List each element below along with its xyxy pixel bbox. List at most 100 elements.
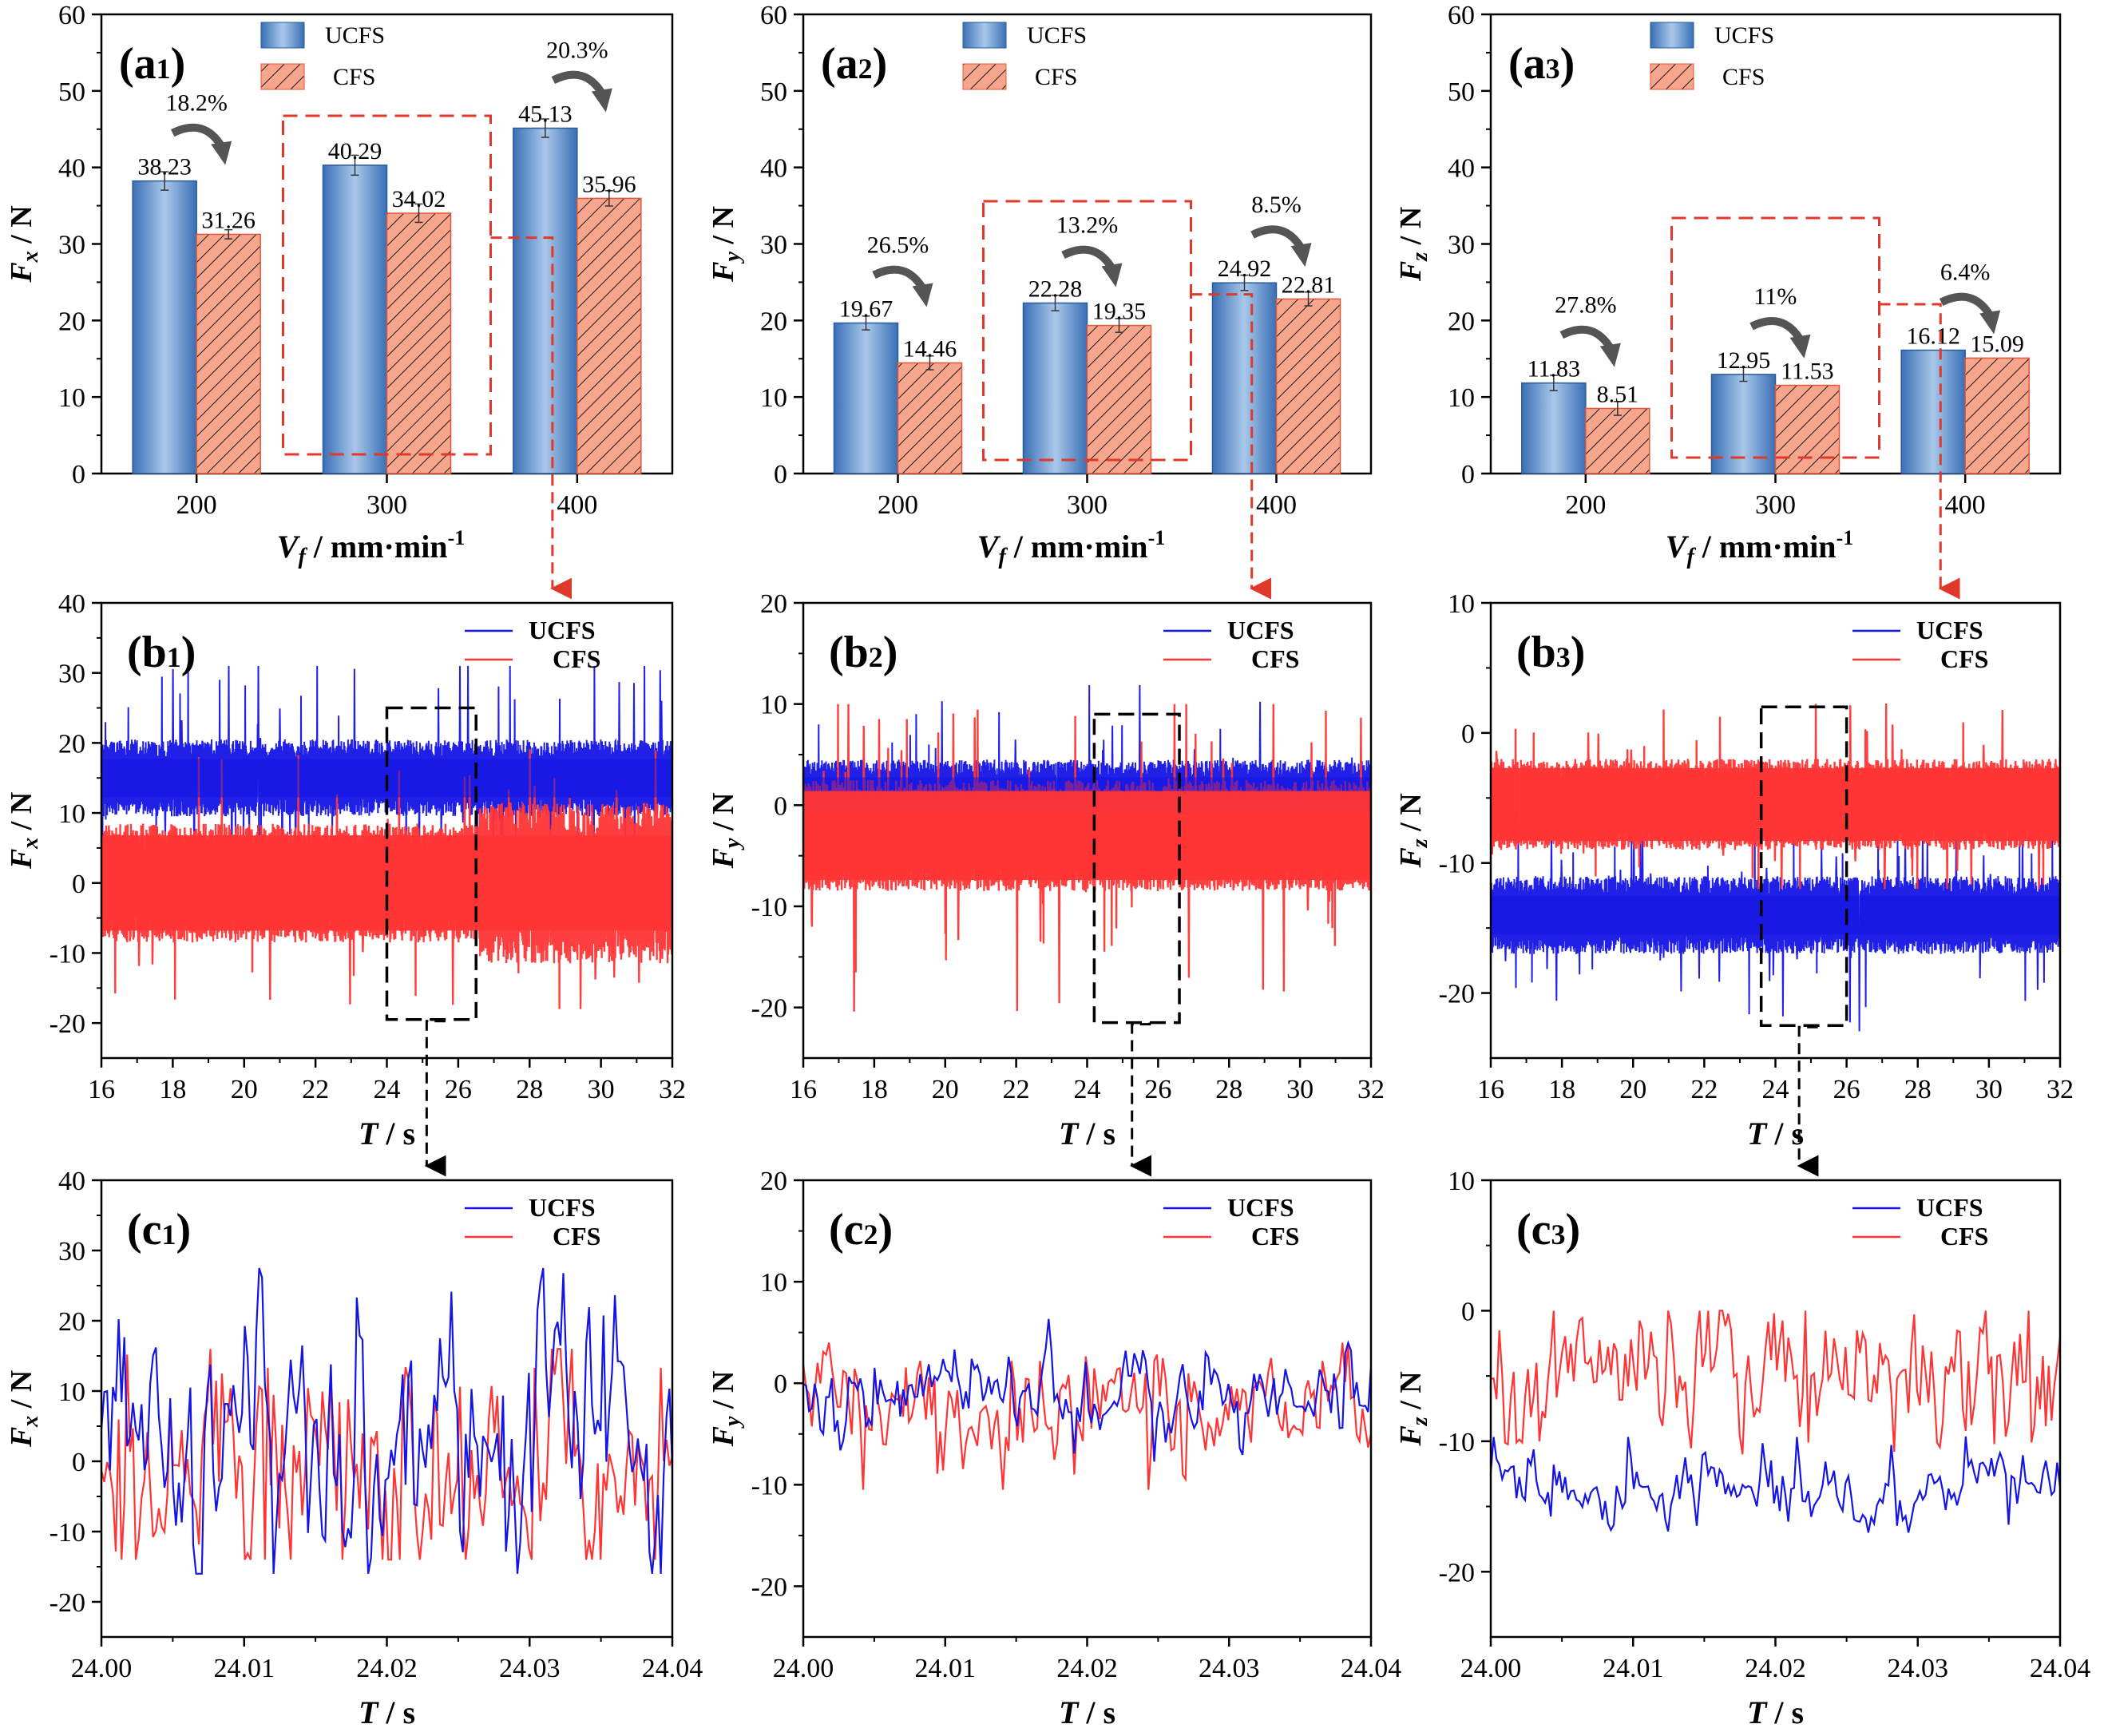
- curved-arrow-icon: [1061, 245, 1116, 272]
- plot-area: [803, 1318, 1371, 1490]
- legend-label-ucfs: UCFS: [1027, 22, 1087, 49]
- curved-arrow-head: [1789, 334, 1811, 359]
- y-tick-label: 60: [58, 1, 85, 30]
- x-tick-label: 24.01: [915, 1654, 977, 1683]
- x-axis-label-a1: Vf / mm·min-1: [277, 526, 465, 569]
- data-label-cfs: 15.09: [1970, 331, 2024, 357]
- y-tick-label: -20: [751, 1572, 787, 1602]
- y-tick-label: 50: [760, 77, 787, 107]
- x-tick-label: 24.00: [71, 1654, 133, 1683]
- y-axis-label-b3: Fz / N: [1394, 793, 1432, 868]
- bar-ucfs: [322, 164, 388, 474]
- label-part: 3: [1546, 53, 1560, 85]
- x-tick-label: 24.03: [1888, 1654, 1949, 1683]
- x-tick-label: 28: [516, 1075, 543, 1104]
- data-label-cfs: 8.51: [1597, 381, 1639, 407]
- y-tick-label: 30: [760, 231, 787, 260]
- x-axis-label-a2: Vf / mm·min-1: [977, 526, 1165, 569]
- reduction-label: 18.2%: [165, 90, 228, 117]
- reduction-label: 26.5%: [867, 232, 929, 258]
- y-tick-label: 10: [58, 799, 85, 829]
- x-tick-label: 16: [88, 1075, 115, 1104]
- bar-cfs: [1585, 407, 1650, 474]
- curved-arrow-icon: [1749, 317, 1805, 343]
- legend-label-ucfs: UCFS: [529, 1193, 596, 1222]
- y-tick-label: 0: [72, 870, 85, 899]
- x-tick-label: 30: [588, 1075, 615, 1104]
- x-axis-label-c1: T / s: [359, 1694, 415, 1730]
- bar-cfs: [196, 233, 261, 474]
- x-tick-label: 24.04: [1341, 1654, 1402, 1683]
- panel-label-a2: (a2): [821, 39, 887, 89]
- highlight-box: [282, 114, 492, 456]
- panel-label-c1: (c1): [127, 1205, 191, 1254]
- label-part: ): [171, 39, 186, 89]
- label-part: -1: [1148, 526, 1166, 549]
- x-tick-label: 24.02: [1745, 1654, 1806, 1683]
- legend-label-cfs: CFS: [1722, 64, 1765, 90]
- y-tick-label: 10: [760, 691, 787, 720]
- legend-label-ucfs: UCFS: [529, 616, 596, 644]
- x-tick-label: 24: [374, 1075, 401, 1104]
- reduction-label: 13.2%: [1056, 212, 1119, 238]
- data-label-ucfs: 38.23: [137, 154, 192, 180]
- curved-arrow-head: [1979, 310, 2001, 335]
- y-tick-label: 40: [1448, 154, 1475, 184]
- label-part: V: [277, 529, 301, 565]
- legend-label-ucfs: UCFS: [1916, 616, 1983, 644]
- label-part: y: [720, 1416, 745, 1429]
- label-part: 3: [1551, 1219, 1566, 1250]
- label-part: 1: [162, 1219, 176, 1250]
- panel-label-b1: (b1): [127, 628, 196, 677]
- x-tick-label: 400: [1256, 490, 1297, 520]
- plot-area: [803, 684, 1371, 1012]
- y-tick-label: -10: [50, 1518, 85, 1548]
- legend-label-cfs: CFS: [1035, 64, 1077, 90]
- x-tick-label: 24.01: [1603, 1654, 1664, 1683]
- y-tick-label: 20: [58, 307, 85, 336]
- x-tick-label: 24.00: [1460, 1654, 1522, 1683]
- label-part: ): [883, 628, 898, 677]
- data-label-cfs: 34.02: [392, 186, 446, 212]
- data-label-ucfs: 40.29: [328, 138, 382, 164]
- x-tick-label: 300: [367, 490, 407, 520]
- x-tick-label: 18: [861, 1075, 888, 1104]
- label-part: x: [18, 838, 43, 850]
- curved-arrow-head: [1290, 243, 1312, 268]
- series-cfs: [1491, 1310, 2060, 1455]
- y-tick-label: 60: [760, 1, 787, 30]
- y-tick-label: 0: [72, 460, 85, 489]
- legend-label-cfs: CFS: [1251, 1222, 1299, 1250]
- x-tick-label: 22: [1690, 1075, 1718, 1104]
- x-axis-label-b2: T / s: [1059, 1116, 1115, 1151]
- x-tick-label: 16: [790, 1075, 817, 1104]
- y-tick-label: 0: [774, 460, 787, 489]
- y-tick-label: 30: [58, 231, 85, 260]
- label-part: V: [977, 529, 1001, 565]
- series-ucfs: [803, 1318, 1371, 1462]
- bar-ucfs: [1022, 302, 1088, 474]
- connector-b-to-c: [1797, 1025, 1819, 1177]
- label-part: y: [720, 838, 745, 850]
- label-part: (a: [821, 39, 858, 89]
- y-axis-label-b1: Fx / N: [5, 792, 43, 870]
- y-axis-label-a2: Fy / N: [707, 206, 745, 283]
- label-part: 2: [864, 1219, 878, 1250]
- x-tick-label: 16: [1477, 1075, 1504, 1104]
- label-part: (c: [829, 1205, 864, 1254]
- x-tick-label: 30: [1286, 1075, 1314, 1104]
- x-tick-label: 24.04: [642, 1654, 703, 1683]
- y-axis-label-c2: Fy / N: [707, 1371, 745, 1448]
- label-part: (b: [1516, 628, 1556, 677]
- legend-label-cfs: CFS: [1940, 1222, 1988, 1250]
- y-tick-label: 60: [1448, 1, 1475, 30]
- y-axis-label-a3: Fz / N: [1394, 207, 1432, 282]
- label-part: / s: [378, 1116, 415, 1151]
- data-label-cfs: 31.26: [201, 207, 256, 233]
- y-tick-label: 10: [58, 383, 85, 413]
- bar-ucfs: [833, 322, 899, 474]
- y-tick-label: 40: [58, 1167, 85, 1196]
- line-panel-b2: -20 -10 0 10 20 16 18 20 22 24 26 28 30 32 (b2) UCFSCFS…: [707, 589, 1385, 1151]
- x-tick-label: 200: [176, 490, 217, 520]
